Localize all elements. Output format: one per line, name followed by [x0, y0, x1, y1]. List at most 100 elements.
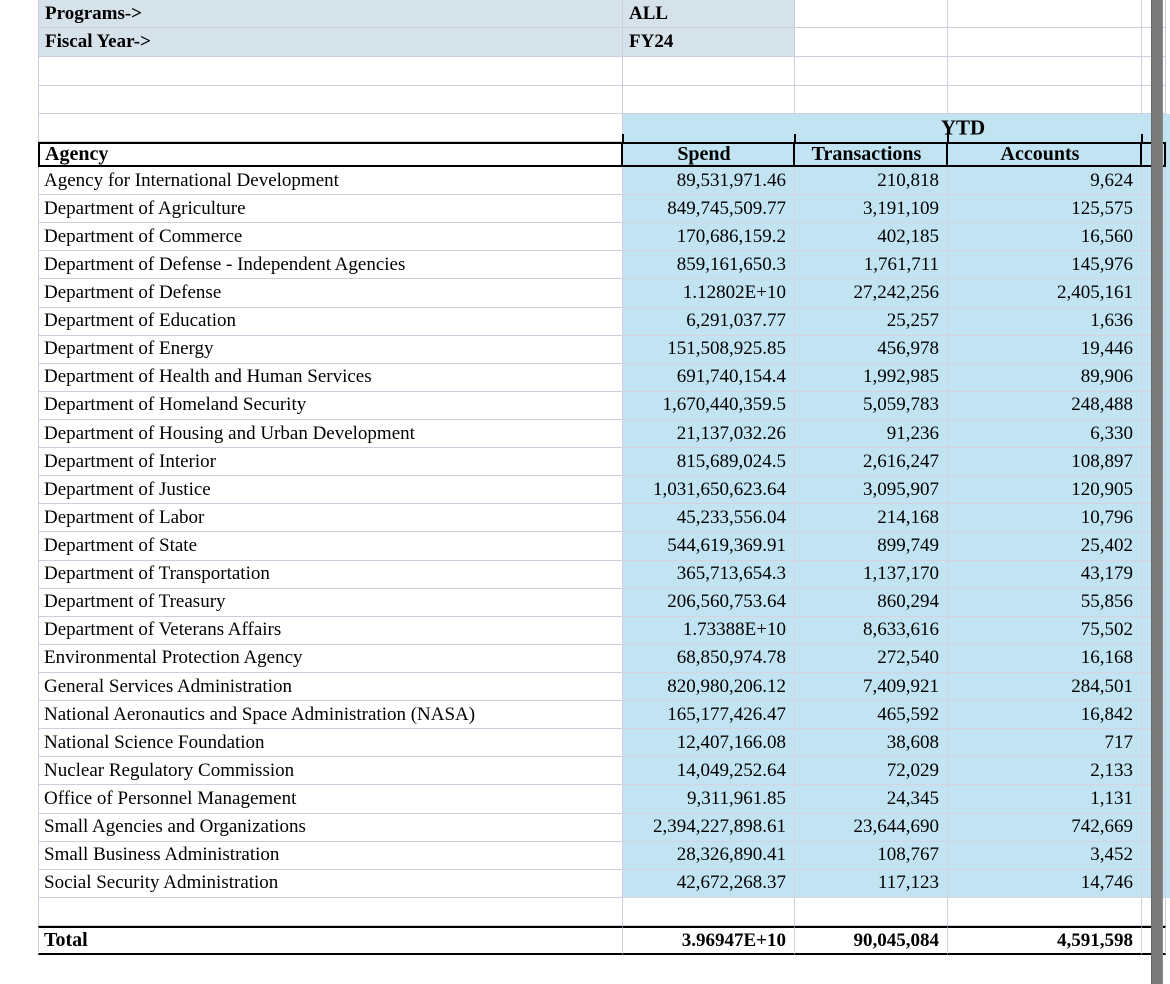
accounts-cell[interactable]: 248,488: [948, 391, 1142, 420]
spend-cell[interactable]: 9,311,961.85: [623, 785, 795, 814]
header-transactions[interactable]: Transactions: [795, 142, 948, 167]
programs-value-cell[interactable]: ALL: [623, 0, 795, 28]
agency-cell[interactable]: National Science Foundation: [38, 729, 623, 758]
spend-cell[interactable]: 14,049,252.64: [623, 757, 795, 786]
accounts-cell[interactable]: 717: [948, 729, 1142, 758]
agency-cell[interactable]: Department of Veterans Affairs: [38, 616, 623, 645]
agency-cell[interactable]: Department of Treasury: [38, 588, 623, 617]
empty-cell[interactable]: [623, 898, 795, 926]
agency-cell[interactable]: Department of Agriculture: [38, 195, 623, 224]
agency-cell[interactable]: Office of Personnel Management: [38, 785, 623, 814]
spend-cell[interactable]: 6,291,037.77: [623, 307, 795, 336]
ytd-merged-cell[interactable]: YTD: [623, 114, 1166, 142]
fiscal-year-label-cell[interactable]: Fiscal Year->: [38, 28, 623, 57]
agency-cell[interactable]: Nuclear Regulatory Commission: [38, 757, 623, 786]
header-agency[interactable]: Agency: [38, 142, 623, 167]
spend-cell[interactable]: 68,850,974.78: [623, 644, 795, 673]
agency-cell[interactable]: General Services Administration: [38, 672, 623, 702]
agency-cell[interactable]: Department of Interior: [38, 448, 623, 477]
agency-cell[interactable]: Department of Homeland Security: [38, 391, 623, 420]
accounts-cell[interactable]: 742,669: [948, 813, 1142, 842]
spend-cell[interactable]: 544,619,369.91: [623, 532, 795, 561]
transactions-cell[interactable]: 456,978: [795, 335, 948, 364]
empty-cell[interactable]: [623, 57, 795, 86]
accounts-cell[interactable]: 120,905: [948, 476, 1142, 505]
spend-cell[interactable]: 206,560,753.64: [623, 588, 795, 617]
empty-cell[interactable]: [795, 86, 948, 114]
transactions-cell[interactable]: 72,029: [795, 757, 948, 786]
spend-cell[interactable]: 691,740,154.4: [623, 363, 795, 392]
transactions-cell[interactable]: 5,059,783: [795, 391, 948, 420]
spend-cell[interactable]: 1,031,650,623.64: [623, 476, 795, 505]
transactions-cell[interactable]: 1,137,170: [795, 560, 948, 589]
transactions-cell[interactable]: 1,992,985: [795, 363, 948, 392]
empty-cell[interactable]: [795, 0, 948, 28]
empty-cell[interactable]: [38, 898, 623, 926]
transactions-cell[interactable]: 25,257: [795, 307, 948, 336]
agency-cell[interactable]: Department of Transportation: [38, 560, 623, 589]
spend-cell[interactable]: 42,672,268.37: [623, 869, 795, 898]
header-accounts[interactable]: Accounts: [948, 142, 1142, 167]
spend-cell[interactable]: 12,407,166.08: [623, 729, 795, 758]
transactions-cell[interactable]: 3,191,109: [795, 195, 948, 224]
transactions-cell[interactable]: 7,409,921: [795, 672, 948, 702]
accounts-cell[interactable]: 43,179: [948, 560, 1142, 589]
empty-cell[interactable]: [948, 57, 1142, 86]
accounts-cell[interactable]: 9,624: [948, 167, 1142, 196]
agency-cell[interactable]: Small Agencies and Organizations: [38, 813, 623, 842]
agency-cell[interactable]: Department of Defense: [38, 279, 623, 308]
accounts-cell[interactable]: 145,976: [948, 251, 1142, 280]
accounts-cell[interactable]: 25,402: [948, 532, 1142, 561]
agency-cell[interactable]: Department of Housing and Urban Developm…: [38, 419, 623, 449]
agency-cell[interactable]: Agency for International Development: [38, 167, 623, 196]
header-spend[interactable]: Spend: [623, 142, 795, 167]
accounts-cell[interactable]: 6,330: [948, 419, 1142, 449]
transactions-cell[interactable]: 899,749: [795, 532, 948, 561]
accounts-cell[interactable]: 1,131: [948, 785, 1142, 814]
agency-cell[interactable]: Department of State: [38, 532, 623, 561]
spend-cell[interactable]: 1.73388E+10: [623, 616, 795, 645]
accounts-cell[interactable]: 2,133: [948, 757, 1142, 786]
total-accounts-cell[interactable]: 4,591,598: [948, 926, 1142, 955]
empty-cell[interactable]: [795, 898, 948, 926]
transactions-cell[interactable]: 402,185: [795, 223, 948, 252]
transactions-cell[interactable]: 24,345: [795, 785, 948, 814]
spend-cell[interactable]: 365,713,654.3: [623, 560, 795, 589]
empty-cell[interactable]: [623, 86, 795, 114]
agency-cell[interactable]: National Aeronautics and Space Administr…: [38, 701, 623, 730]
accounts-cell[interactable]: 16,168: [948, 644, 1142, 673]
accounts-cell[interactable]: 3,452: [948, 841, 1142, 870]
vertical-scrollbar[interactable]: [1151, 0, 1163, 984]
spend-cell[interactable]: 1,670,440,359.5: [623, 391, 795, 420]
transactions-cell[interactable]: 3,095,907: [795, 476, 948, 505]
empty-cell[interactable]: [38, 86, 623, 114]
accounts-cell[interactable]: 75,502: [948, 616, 1142, 645]
spend-cell[interactable]: 1.12802E+10: [623, 279, 795, 308]
empty-cell[interactable]: [795, 57, 948, 86]
spend-cell[interactable]: 170,686,159.2: [623, 223, 795, 252]
agency-cell[interactable]: Department of Education: [38, 307, 623, 336]
transactions-cell[interactable]: 91,236: [795, 419, 948, 449]
agency-cell[interactable]: Small Business Administration: [38, 841, 623, 870]
spend-cell[interactable]: 859,161,650.3: [623, 251, 795, 280]
spend-cell[interactable]: 21,137,032.26: [623, 419, 795, 449]
spend-cell[interactable]: 28,326,890.41: [623, 841, 795, 870]
accounts-cell[interactable]: 10,796: [948, 504, 1142, 533]
transactions-cell[interactable]: 860,294: [795, 588, 948, 617]
spend-cell[interactable]: 815,689,024.5: [623, 448, 795, 477]
spend-cell[interactable]: 45,233,556.04: [623, 504, 795, 533]
accounts-cell[interactable]: 125,575: [948, 195, 1142, 224]
transactions-cell[interactable]: 8,633,616: [795, 616, 948, 645]
transactions-cell[interactable]: 108,767: [795, 841, 948, 870]
accounts-cell[interactable]: 19,446: [948, 335, 1142, 364]
agency-cell[interactable]: Department of Justice: [38, 476, 623, 505]
transactions-cell[interactable]: 38,608: [795, 729, 948, 758]
total-spend-cell[interactable]: 3.96947E+10: [623, 926, 795, 955]
total-transactions-cell[interactable]: 90,045,084: [795, 926, 948, 955]
transactions-cell[interactable]: 27,242,256: [795, 279, 948, 308]
spend-cell[interactable]: 820,980,206.12: [623, 672, 795, 702]
spend-cell[interactable]: 849,745,509.77: [623, 195, 795, 224]
agency-cell[interactable]: Department of Labor: [38, 504, 623, 533]
programs-label-cell[interactable]: Programs->: [38, 0, 623, 28]
agency-cell[interactable]: Social Security Administration: [38, 869, 623, 898]
